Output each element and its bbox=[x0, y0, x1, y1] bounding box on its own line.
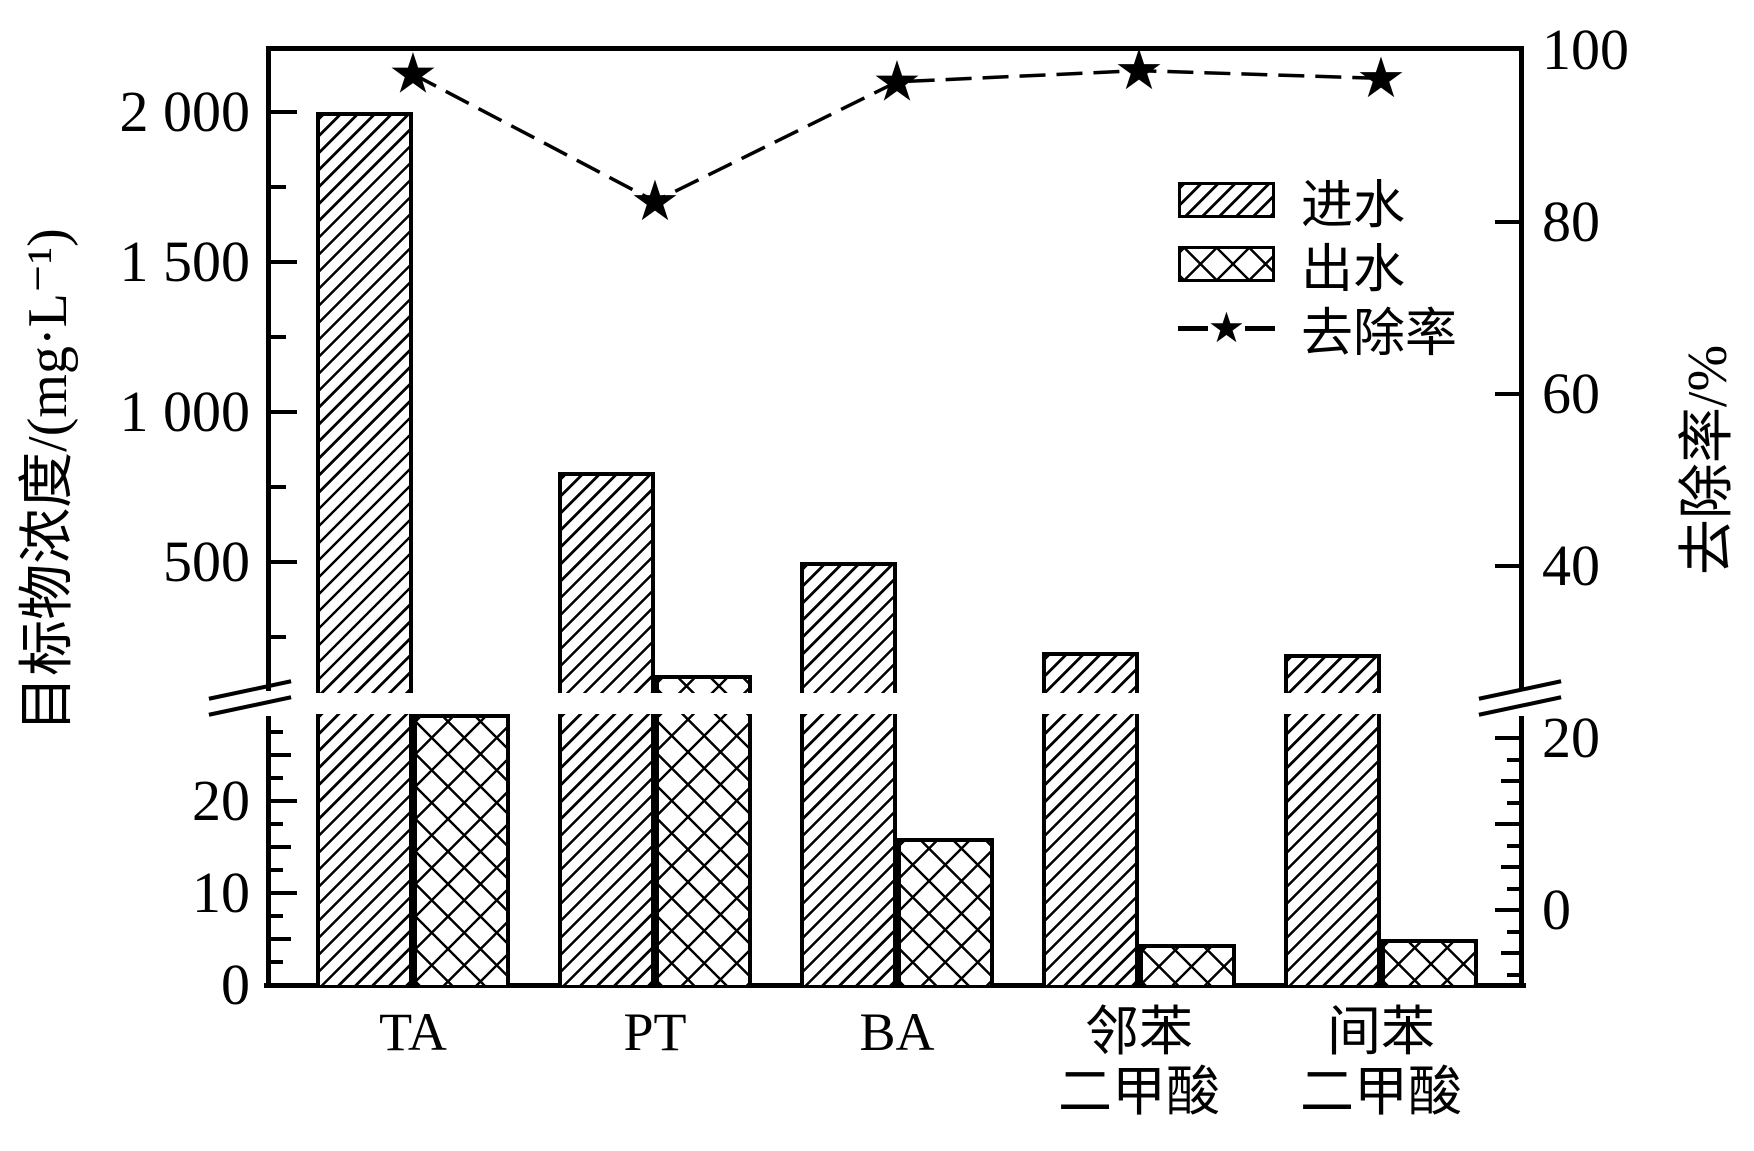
bar-influent-1-lower bbox=[316, 714, 413, 985]
left-axis-tick bbox=[271, 960, 283, 964]
legend: 进水 出水 ★ 去除率 bbox=[1178, 168, 1457, 363]
right-axis-tick bbox=[1495, 392, 1519, 396]
right-axis-tick bbox=[1495, 564, 1519, 568]
left-axis-tick bbox=[271, 868, 283, 872]
bar-influent-1-upper bbox=[316, 112, 413, 693]
right-axis-tick bbox=[1507, 929, 1519, 934]
bar-effluent-2-lower bbox=[655, 714, 752, 985]
bar-effluent-1-lower bbox=[413, 714, 510, 985]
left-axis-tick bbox=[271, 560, 297, 564]
right-axis-tick bbox=[1501, 951, 1519, 955]
right-axis-tick-label: 80 bbox=[1542, 189, 1600, 254]
left-axis-tick-label: 20 bbox=[192, 768, 250, 833]
bar-effluent-2-upper bbox=[655, 674, 752, 693]
left-axis-tick-label: 10 bbox=[192, 860, 250, 925]
left-axis-tick bbox=[271, 635, 286, 639]
x-axis-category-label: 二甲酸 bbox=[1300, 1062, 1462, 1122]
x-axis-category-label: PT bbox=[623, 1002, 687, 1062]
bar-influent-3-upper bbox=[800, 562, 897, 693]
bar-effluent-3-lower bbox=[897, 837, 994, 985]
bar-influent-2-upper bbox=[558, 472, 655, 693]
right-axis-tick-label: 40 bbox=[1542, 533, 1600, 598]
left-axis-tick-label: 1 000 bbox=[119, 379, 251, 444]
x-axis-line bbox=[264, 983, 1526, 988]
dash-icon bbox=[1245, 325, 1275, 331]
left-axis-tick bbox=[271, 730, 283, 734]
left-axis-lower-segment bbox=[266, 716, 271, 988]
left-axis-tick bbox=[271, 914, 283, 918]
right-axis-tick bbox=[1495, 908, 1519, 912]
right-axis-tick bbox=[1507, 972, 1519, 977]
right-axis-tick-label: 0 bbox=[1542, 877, 1571, 942]
legend-item-effluent: 出水 bbox=[1178, 232, 1457, 299]
right-axis-tick bbox=[1495, 822, 1519, 826]
effluent-swatch-icon bbox=[1178, 246, 1275, 282]
right-axis-tick bbox=[1507, 757, 1519, 762]
right-axis-tick bbox=[1507, 886, 1519, 891]
star-marker-icon: ★ bbox=[388, 42, 438, 107]
x-axis-category-label: BA bbox=[859, 1002, 935, 1062]
left-axis-tick bbox=[271, 891, 297, 895]
right-axis-tick-label: 100 bbox=[1542, 17, 1629, 82]
dash-icon bbox=[1178, 325, 1208, 331]
x-axis-category-label: 邻苯 bbox=[1085, 1002, 1193, 1062]
bar-influent-3-lower bbox=[800, 714, 897, 985]
right-axis-tick-label: 20 bbox=[1542, 705, 1600, 770]
bar-influent-4-lower bbox=[1042, 714, 1139, 985]
left-axis-tick bbox=[271, 845, 291, 849]
right-axis-lower-segment bbox=[1519, 716, 1524, 988]
right-axis-tick bbox=[1501, 865, 1519, 869]
left-axis-tick-label: 0 bbox=[221, 952, 250, 1017]
axis-break-mark-icon bbox=[208, 695, 292, 717]
legend-item-influent: 进水 bbox=[1178, 168, 1457, 235]
x-axis-category-label: 间苯 bbox=[1327, 1002, 1435, 1062]
left-axis-tick bbox=[271, 410, 297, 414]
right-axis-tick bbox=[1495, 220, 1519, 224]
left-axis-tick bbox=[271, 485, 286, 489]
bar-influent-5-upper bbox=[1284, 653, 1381, 693]
star-marker-icon: ★ bbox=[630, 169, 680, 234]
legend-label-effluent: 出水 bbox=[1301, 241, 1406, 299]
left-axis-tick bbox=[271, 799, 297, 803]
left-axis-tick bbox=[271, 937, 291, 941]
legend-item-removal: ★ 去除率 bbox=[1178, 296, 1457, 363]
left-axis-tick bbox=[271, 822, 283, 826]
bar-influent-4-upper bbox=[1042, 652, 1139, 693]
bar-influent-5-lower bbox=[1284, 714, 1381, 985]
right-axis-tick bbox=[1495, 736, 1519, 740]
left-axis-tick bbox=[271, 753, 291, 757]
left-axis-tick bbox=[271, 110, 297, 114]
legend-label-removal: 去除率 bbox=[1301, 305, 1458, 363]
left-axis-tick-label: 1 500 bbox=[119, 229, 251, 294]
removal-line-icon: ★ bbox=[1178, 307, 1275, 349]
left-axis-tick bbox=[271, 260, 297, 264]
x-axis-category-label: TA bbox=[379, 1002, 447, 1062]
bar-influent-2-lower bbox=[558, 714, 655, 985]
x-axis-category-label: 二甲酸 bbox=[1058, 1062, 1220, 1122]
right-axis-tick bbox=[1507, 843, 1519, 848]
right-axis-tick bbox=[1507, 800, 1519, 805]
left-axis-tick-label: 500 bbox=[163, 529, 250, 594]
bar-effluent-4-lower bbox=[1139, 943, 1236, 985]
left-axis-tick bbox=[271, 335, 286, 339]
right-axis-tick-label: 60 bbox=[1542, 361, 1600, 426]
star-marker-icon: ★ bbox=[872, 49, 922, 114]
star-marker-icon: ★ bbox=[1356, 46, 1406, 111]
right-axis-upper-segment bbox=[1519, 46, 1524, 691]
influent-swatch-icon bbox=[1178, 182, 1275, 218]
left-axis-tick-label: 2 000 bbox=[119, 79, 251, 144]
plot-top-border bbox=[266, 46, 1524, 51]
left-axis-upper-segment bbox=[266, 46, 271, 691]
right-axis-tick bbox=[1501, 779, 1519, 783]
bar-effluent-5-lower bbox=[1381, 939, 1478, 985]
left-axis-tick bbox=[271, 185, 286, 189]
left-axis-tick bbox=[271, 776, 283, 780]
star-icon: ★ bbox=[1207, 303, 1246, 352]
